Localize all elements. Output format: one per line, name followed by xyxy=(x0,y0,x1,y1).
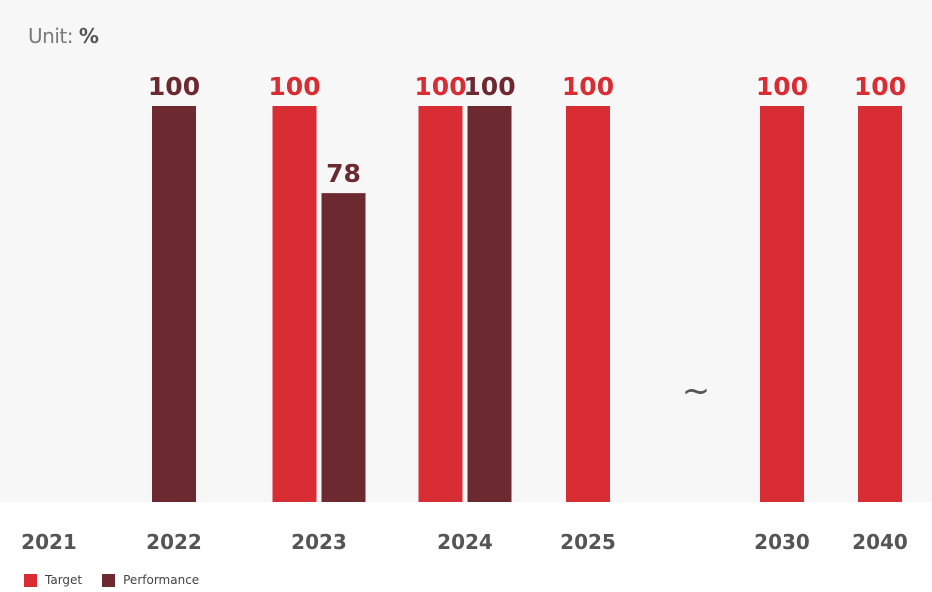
value-label-target-2024: 100 xyxy=(414,72,466,101)
bar-target-2040 xyxy=(858,106,902,502)
bar-performance-2024 xyxy=(467,106,512,502)
x-tick-label-2024: 2024 xyxy=(437,530,493,554)
legend-label-performance: Performance xyxy=(123,573,200,587)
legend-label-target: Target xyxy=(45,573,83,587)
value-label-performance-2023: 78 xyxy=(326,159,361,188)
legend-swatch-performance xyxy=(102,573,116,587)
x-tick-label-2021: 2021 xyxy=(21,530,77,554)
unit-value: % xyxy=(78,24,99,48)
bars-group xyxy=(152,106,902,502)
legend-item-target: Target xyxy=(24,573,82,587)
value-label-target-2023: 100 xyxy=(268,72,320,101)
x-tick-label-2023: 2023 xyxy=(291,530,347,554)
legend-item-performance: Performance xyxy=(102,573,199,587)
bar-target-2023 xyxy=(272,106,317,502)
value-label-performance-2022: 100 xyxy=(148,72,200,101)
bar-target-2030 xyxy=(760,106,804,502)
x-tick-label-2022: 2022 xyxy=(146,530,202,554)
bar-performance-2023 xyxy=(321,193,366,502)
axis-break-mark: ~ xyxy=(682,371,711,411)
unit-prefix: Unit: xyxy=(28,24,73,48)
bar-target-2024 xyxy=(418,106,463,502)
value-label-target-2030: 100 xyxy=(756,72,808,101)
unit-label: Unit: % xyxy=(28,24,99,48)
value-label-target-2040: 100 xyxy=(854,72,906,101)
legend-swatch-target xyxy=(24,573,37,587)
x-tick-labels-group: 2021 2022 2023 2024 2025 2030 2040 xyxy=(21,530,908,554)
x-tick-label-2040: 2040 xyxy=(852,530,908,554)
x-tick-label-2025: 2025 xyxy=(560,530,616,554)
bar-target-2025 xyxy=(566,106,610,502)
value-label-performance-2024: 100 xyxy=(463,72,515,101)
value-label-target-2025: 100 xyxy=(562,72,614,101)
bar-performance-2022 xyxy=(152,106,196,502)
x-tick-label-2030: 2030 xyxy=(754,530,810,554)
legend: Target Performance xyxy=(24,573,219,587)
